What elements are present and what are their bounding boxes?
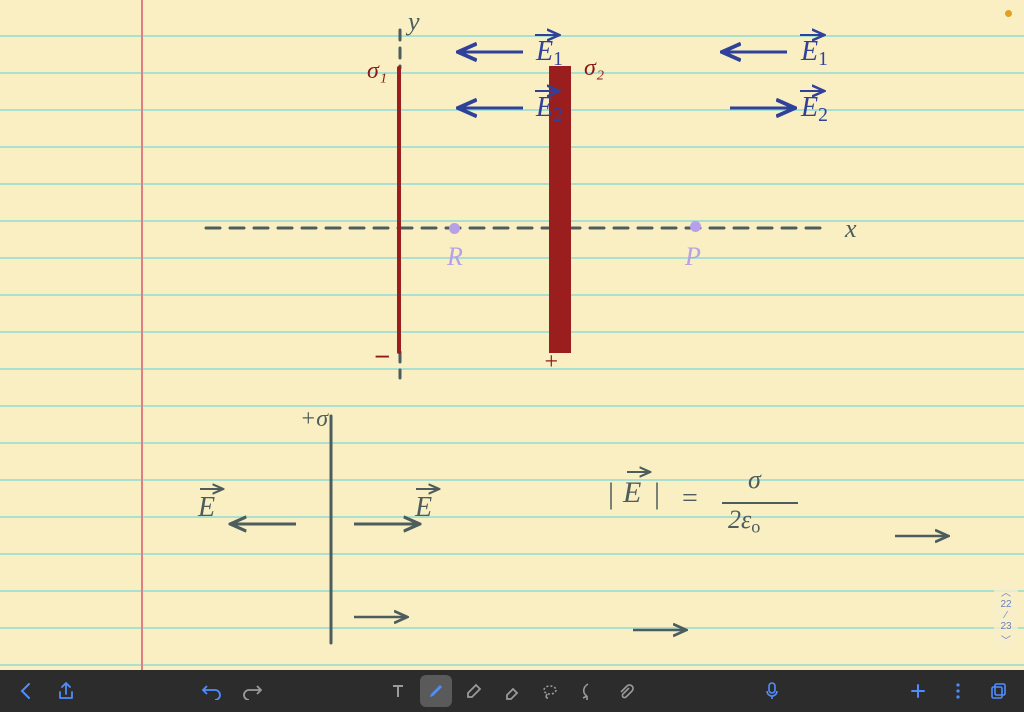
more-button[interactable] — [942, 675, 974, 707]
label-sigma2: σ₂ — [584, 55, 604, 82]
label-E1-left: E1 — [536, 36, 563, 71]
page-scroll-widget[interactable]: ︿ 22 ⁄ 23 ﹀ — [994, 582, 1018, 649]
label-plus: + — [543, 349, 559, 376]
point-R — [449, 223, 460, 234]
paper-pin-dot — [1005, 10, 1012, 17]
pen-tool-button[interactable] — [420, 675, 452, 707]
lasso-tool-button[interactable] — [534, 675, 566, 707]
chevron-up-icon[interactable]: ︿ — [1001, 584, 1011, 599]
redo-button[interactable] — [236, 675, 268, 707]
add-button[interactable] — [902, 675, 934, 707]
page-current: 22 — [1000, 599, 1011, 610]
label-E-right-lower: E — [415, 492, 432, 524]
formula-bar-l: | — [608, 477, 614, 511]
eraser-tool-button[interactable] — [496, 675, 528, 707]
formula-E: E — [623, 476, 641, 510]
page-total: 23 — [1000, 621, 1011, 632]
label-R: R — [447, 242, 463, 272]
label-minus: – — [376, 340, 389, 370]
label-sigma1: σ₁ — [367, 58, 387, 85]
label-plus-sigma: +σ — [300, 406, 328, 433]
label-y: y — [408, 7, 420, 37]
label-P: P — [685, 242, 701, 272]
formula-den: 2εo — [728, 505, 760, 538]
back-button[interactable] — [10, 675, 42, 707]
formula-eq: = — [682, 483, 698, 515]
undo-button[interactable] — [196, 675, 228, 707]
point-P — [690, 221, 701, 232]
app-toolbar — [0, 670, 1024, 712]
formula-bar-r: | — [654, 477, 660, 511]
drawing-overlay — [0, 0, 1024, 670]
tool-tray — [382, 675, 642, 707]
label-E2-left: E2 — [536, 92, 563, 127]
share-button[interactable] — [50, 675, 82, 707]
formula-frac-line — [722, 502, 798, 504]
chevron-down-icon[interactable]: ﹀ — [1001, 632, 1011, 647]
label-x: x — [845, 214, 857, 244]
pages-button[interactable] — [982, 675, 1014, 707]
formula-num: σ — [748, 465, 761, 495]
shape-tool-button[interactable] — [572, 675, 604, 707]
label-E1-right: E1 — [801, 36, 828, 71]
text-tool-button[interactable] — [382, 675, 414, 707]
highlighter-tool-button[interactable] — [458, 675, 490, 707]
label-E2-right: E2 — [801, 92, 828, 127]
page-sep: ⁄ — [1005, 610, 1007, 621]
paper-margin-line — [141, 0, 143, 670]
attachment-tool-button[interactable] — [610, 675, 642, 707]
label-E-left-lower: E — [198, 492, 215, 524]
note-canvas: y x σ₁ σ₂ E1 E2 E1 E2 – + R P +σ E E | E… — [0, 0, 1024, 670]
mic-button[interactable] — [756, 675, 788, 707]
